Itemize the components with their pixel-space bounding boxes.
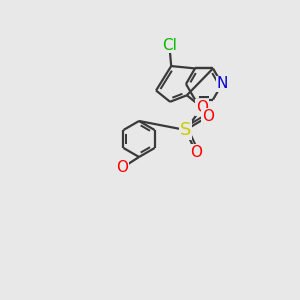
Text: O: O <box>202 109 214 124</box>
Text: O: O <box>190 145 202 160</box>
Text: O: O <box>196 100 208 115</box>
Text: O: O <box>117 160 129 175</box>
Text: Cl: Cl <box>162 38 177 53</box>
Text: N: N <box>216 76 228 92</box>
Text: S: S <box>180 121 191 139</box>
